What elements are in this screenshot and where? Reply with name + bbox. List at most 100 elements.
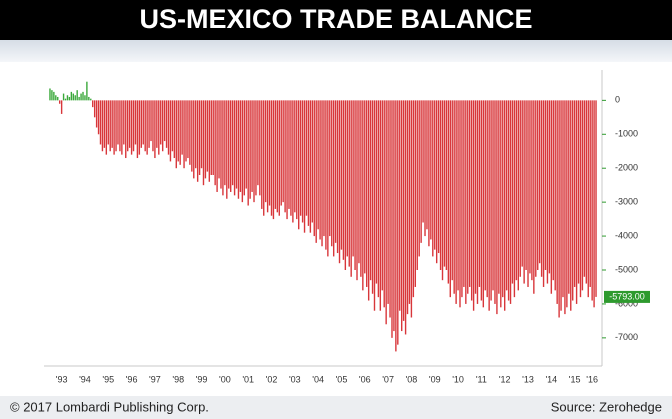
bar: [461, 100, 463, 298]
bar: [315, 100, 317, 243]
bar: [519, 100, 521, 277]
bar: [498, 100, 500, 294]
bar: [121, 100, 123, 155]
x-tick-label: '01: [242, 374, 254, 384]
bar: [99, 100, 102, 145]
bar: [589, 100, 591, 287]
bar: [222, 100, 224, 196]
bar: [74, 95, 76, 101]
bar: [350, 100, 352, 277]
bar: [579, 100, 582, 298]
bar: [525, 100, 527, 270]
y-tick-label: -2000: [615, 163, 638, 173]
bar: [585, 100, 588, 284]
bar: [241, 100, 244, 203]
bar: [111, 100, 113, 148]
bar: [389, 100, 391, 318]
bar: [101, 100, 104, 152]
bar: [356, 100, 358, 281]
bar: [97, 100, 100, 135]
bar: [198, 100, 201, 175]
bar: [402, 100, 405, 321]
bar: [317, 100, 319, 230]
bar: [564, 100, 566, 315]
bar: [331, 100, 333, 247]
bar: [573, 100, 576, 287]
bar: [278, 100, 280, 216]
bar: [125, 100, 127, 159]
bar: [132, 100, 135, 152]
bar: [441, 100, 444, 281]
bar: [502, 100, 504, 298]
bar: [142, 100, 144, 145]
bar: [86, 81, 88, 101]
bar: [342, 100, 345, 260]
bar: [107, 100, 109, 145]
bar: [367, 100, 370, 301]
bar: [177, 100, 179, 162]
bar: [583, 100, 586, 277]
bar: [261, 100, 263, 209]
bar: [546, 100, 549, 284]
bar: [195, 100, 197, 169]
bar: [167, 100, 170, 155]
bar: [404, 100, 407, 335]
bar: [130, 100, 133, 155]
x-tick-label: '93: [56, 374, 68, 384]
bar: [206, 100, 209, 172]
bar: [358, 100, 360, 264]
bar: [340, 100, 343, 250]
bar: [280, 100, 282, 206]
bar: [375, 100, 378, 284]
bar: [290, 100, 292, 216]
bar: [235, 100, 238, 189]
footer-right: Source: Zerohedge: [551, 399, 662, 414]
bar: [292, 100, 294, 223]
bar: [511, 100, 514, 284]
bar: [533, 100, 535, 294]
bar: [263, 100, 265, 216]
bar: [259, 100, 261, 196]
bar: [577, 100, 580, 284]
bar: [284, 100, 286, 213]
bar: [276, 100, 279, 213]
bar: [527, 100, 529, 287]
bar: [296, 100, 298, 220]
bar: [72, 93, 74, 101]
bar: [424, 100, 426, 237]
bar: [523, 100, 525, 284]
bar: [465, 100, 467, 304]
y-tick-label: -4000: [615, 230, 638, 240]
bar: [430, 100, 432, 240]
bar: [521, 100, 523, 267]
bar: [344, 100, 347, 270]
bar: [434, 100, 436, 250]
bar: [455, 100, 457, 304]
bar: [144, 100, 146, 152]
bar: [449, 100, 451, 298]
bar: [507, 100, 510, 301]
bar: [500, 100, 502, 308]
bar: [453, 100, 455, 294]
bar: [255, 100, 257, 196]
bar: [169, 100, 172, 162]
bar: [437, 100, 440, 254]
bar: [115, 100, 117, 152]
bar: [158, 100, 160, 155]
bar: [575, 100, 578, 304]
bar: [80, 93, 82, 101]
bar: [224, 100, 226, 186]
bar: [486, 100, 488, 298]
bar: [447, 100, 450, 284]
bar: [562, 100, 564, 298]
x-tick-label: '07: [382, 374, 394, 384]
bar: [474, 100, 477, 294]
bar: [412, 100, 415, 298]
bar: [93, 100, 96, 118]
bar: [399, 100, 401, 311]
bar: [556, 100, 558, 304]
bar: [60, 100, 63, 114]
bar: [243, 100, 245, 196]
bar: [237, 100, 240, 199]
